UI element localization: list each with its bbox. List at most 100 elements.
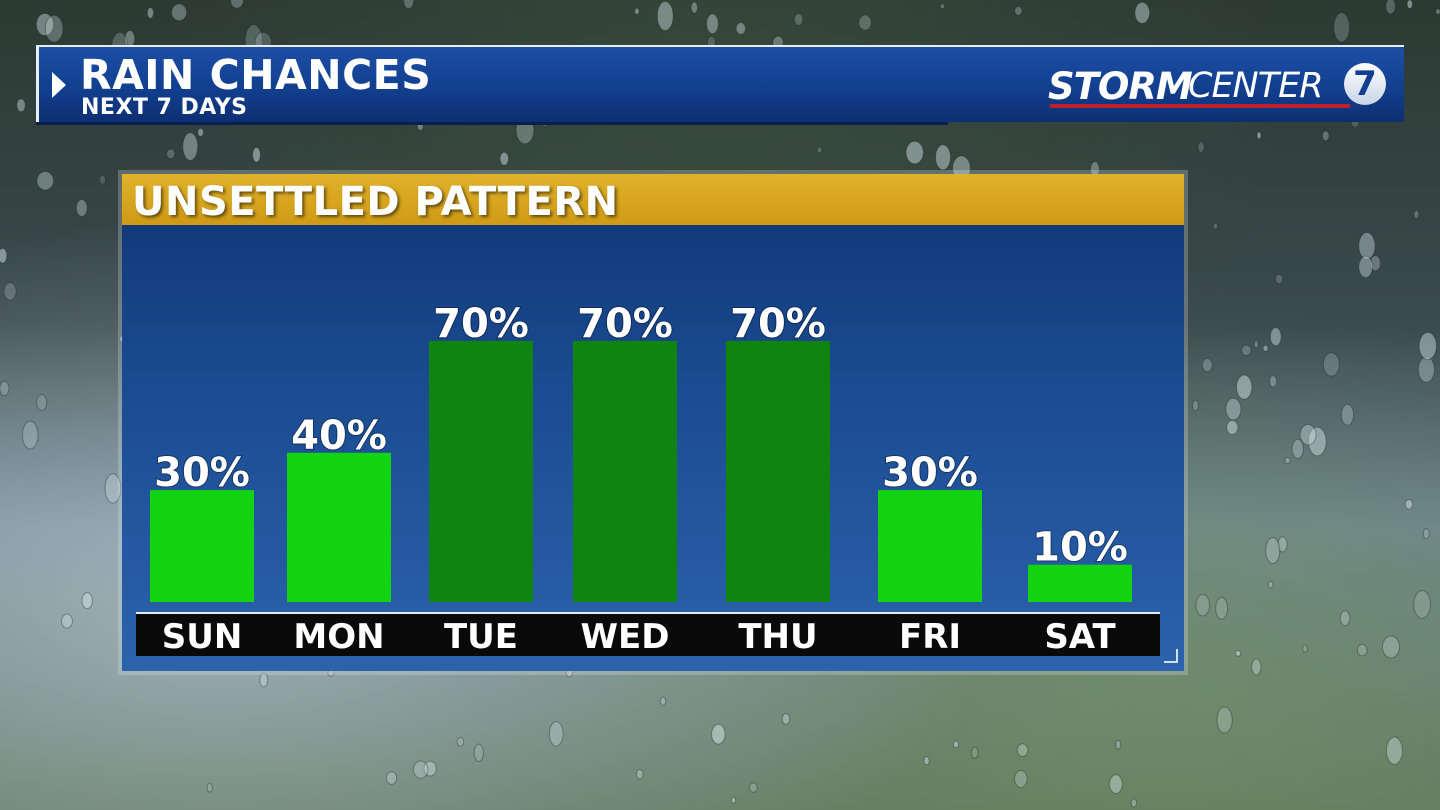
rain-drop <box>816 146 823 154</box>
rain-drop <box>473 743 485 762</box>
rain-drop <box>75 199 88 217</box>
rain-drop <box>1212 222 1219 230</box>
rain-drop <box>1130 798 1138 808</box>
rain-drop <box>1321 130 1330 142</box>
header-underline <box>36 122 948 125</box>
rain-drop <box>35 12 54 37</box>
data-label-thu: 70% <box>730 301 826 347</box>
rain-drop <box>166 148 176 160</box>
tick-label-wed: WED <box>581 617 670 657</box>
bar-mon <box>287 452 391 602</box>
rain-drop <box>1284 456 1291 465</box>
bar-sun <box>150 490 254 602</box>
header-edge <box>36 47 39 124</box>
rain-drop <box>1422 528 1430 540</box>
rain-drop <box>171 3 188 22</box>
rain-drop <box>403 0 415 10</box>
rain-drop <box>1369 255 1382 272</box>
data-label-tue: 70% <box>433 301 529 347</box>
rain-drop <box>970 746 979 759</box>
rain-drop <box>659 696 667 706</box>
rain-drop <box>1404 498 1414 510</box>
logo-underline <box>1050 104 1350 108</box>
data-label-wed: 70% <box>577 301 673 347</box>
rain-drop <box>182 132 199 161</box>
rain-drop <box>1418 331 1437 361</box>
tick-label-sun: SUN <box>162 617 243 657</box>
rain-drop <box>206 782 213 793</box>
rain-drop <box>1277 536 1288 553</box>
rain-drop <box>146 6 155 19</box>
rain-drop <box>197 127 204 137</box>
rain-drop <box>934 144 952 171</box>
rain-drop <box>1385 0 1396 15</box>
rain-drop <box>1216 706 1233 734</box>
rain-drop <box>656 0 674 32</box>
data-label-fri: 30% <box>882 450 978 496</box>
data-label-mon: 40% <box>291 413 387 459</box>
data-label-sat: 10% <box>1032 525 1128 571</box>
rain-drop <box>456 736 465 747</box>
rain-drop <box>1014 769 1028 789</box>
rain-drop <box>1191 399 1199 412</box>
corner-mark <box>1164 649 1178 663</box>
rain-drop <box>104 473 122 504</box>
rain-drop <box>1333 12 1350 43</box>
tick-label-thu: THU <box>738 617 817 657</box>
rain-drop <box>1109 774 1123 794</box>
rain-drop <box>1226 419 1239 436</box>
rain-drop <box>1201 357 1213 373</box>
rain-drop <box>748 782 758 793</box>
rain-drop <box>1267 580 1274 589</box>
rain-drop <box>1302 644 1309 653</box>
page-subtitle: NEXT 7 DAYS <box>81 95 248 120</box>
rain-drop <box>1435 8 1440 15</box>
chart-panel: UNSETTLED PATTERN 30% SUN 40% MON 70% TUE 70% W… <box>122 174 1184 671</box>
rain-drop <box>1291 438 1304 459</box>
rain-drop <box>858 14 872 31</box>
rain-drop <box>1014 5 1023 16</box>
rain-drop <box>385 771 398 785</box>
rain-drop <box>98 174 107 185</box>
rain-drop <box>1307 426 1327 457</box>
panel-banner: UNSETTLED PATTERN <box>122 174 1184 225</box>
rain-drop <box>412 760 429 779</box>
bar-fri <box>878 490 982 602</box>
x-axis-strip <box>136 614 1160 656</box>
rain-drop <box>939 3 945 10</box>
rain-drop <box>1256 131 1262 140</box>
rain-drop <box>1413 209 1420 220</box>
tick-label-fri: FRI <box>899 617 961 657</box>
rain-drop <box>781 712 791 725</box>
rain-drop <box>1385 736 1403 765</box>
rain-drop <box>1265 537 1281 565</box>
rain-drop <box>21 420 39 450</box>
logo-center-text: CENTER <box>1188 66 1324 106</box>
tick-label-tue: TUE <box>444 617 518 657</box>
rain-drop <box>499 151 510 166</box>
rain-drop <box>1274 273 1284 285</box>
rain-drop <box>1195 593 1211 617</box>
rain-drop <box>3 282 17 301</box>
rain-drop <box>730 796 737 804</box>
rain-drop <box>1251 658 1262 676</box>
play-arrow-icon <box>52 72 66 98</box>
rain-drop <box>1358 232 1376 260</box>
rain-drop <box>1016 743 1029 757</box>
rain-drop <box>634 7 640 15</box>
rain-drop <box>1241 344 1252 357</box>
rain-drop <box>1269 327 1282 347</box>
rain-drop <box>1299 423 1317 446</box>
rain-drop <box>61 613 73 629</box>
rain-drop <box>0 380 10 397</box>
rain-drop <box>81 592 93 610</box>
rain-drop <box>1134 1 1151 24</box>
rain-drop <box>1235 374 1253 400</box>
rain-drop <box>1413 590 1432 619</box>
rain-drop <box>44 14 64 43</box>
rain-drop <box>1356 643 1368 657</box>
rain-drop <box>548 721 564 747</box>
bar-tue <box>429 340 533 602</box>
channel-seven-icon: 7 <box>1344 63 1386 105</box>
page-title: RAIN CHANCES <box>80 51 432 99</box>
